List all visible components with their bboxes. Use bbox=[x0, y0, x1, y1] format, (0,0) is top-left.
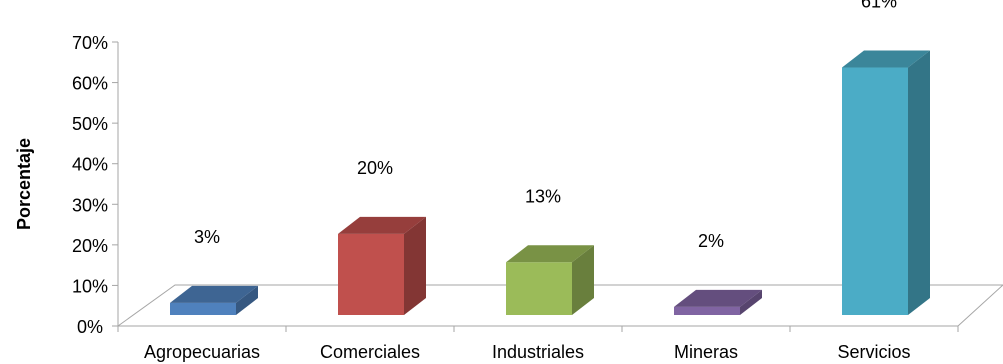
bar-comerciales bbox=[338, 233, 404, 315]
x-tick-label: Mineras bbox=[674, 342, 738, 362]
x-tick-label: Agropecuarias bbox=[144, 342, 260, 362]
bar-side bbox=[404, 216, 426, 315]
bar-side bbox=[572, 245, 594, 315]
y-tick-label: 20% bbox=[72, 236, 108, 256]
y-tick-label: 40% bbox=[72, 155, 108, 175]
y-tick-label: 10% bbox=[72, 276, 108, 296]
bar-top bbox=[506, 245, 594, 263]
x-axis-labels: Agropecuarias Comerciales Industriales Mine… bbox=[144, 342, 911, 362]
y-axis-title: Porcentaje bbox=[14, 138, 34, 230]
bar-servicios bbox=[842, 67, 908, 315]
data-label: 13% bbox=[525, 186, 561, 206]
x-tick-label: Comerciales bbox=[320, 342, 420, 362]
plot-floor bbox=[116, 284, 1003, 327]
bar-top bbox=[674, 289, 762, 307]
y-axis-ticks bbox=[112, 41, 118, 327]
x-axis-ticks bbox=[117, 326, 959, 332]
y-axis-labels: 0% 10% 20% 30% 40% 50% 60% 70% bbox=[72, 33, 108, 337]
y-tick-label: 30% bbox=[72, 195, 108, 215]
data-label: 2% bbox=[698, 231, 724, 251]
bar-agropecuarias bbox=[170, 302, 236, 315]
bar-top bbox=[842, 50, 930, 68]
bar-side bbox=[236, 285, 258, 315]
bar-industriales bbox=[506, 262, 572, 315]
data-labels: 3% 20% 13% 2% 61% bbox=[194, 0, 897, 251]
x-tick-label: Servicios bbox=[837, 342, 910, 362]
data-label: 3% bbox=[194, 227, 220, 247]
y-tick-label: 60% bbox=[72, 74, 108, 94]
bar-mineras bbox=[674, 306, 740, 315]
y-tick-label: 50% bbox=[72, 114, 108, 134]
bar-top bbox=[170, 285, 258, 303]
x-tick-label: Industriales bbox=[492, 342, 584, 362]
bar-side bbox=[908, 50, 930, 316]
bars bbox=[170, 50, 930, 316]
data-label: 20% bbox=[357, 158, 393, 178]
data-label: 61% bbox=[861, 0, 897, 12]
bar-side bbox=[740, 289, 762, 315]
y-tick-label: 0% bbox=[77, 317, 103, 337]
y-tick-label: 70% bbox=[72, 33, 108, 53]
bar-top bbox=[338, 216, 426, 234]
